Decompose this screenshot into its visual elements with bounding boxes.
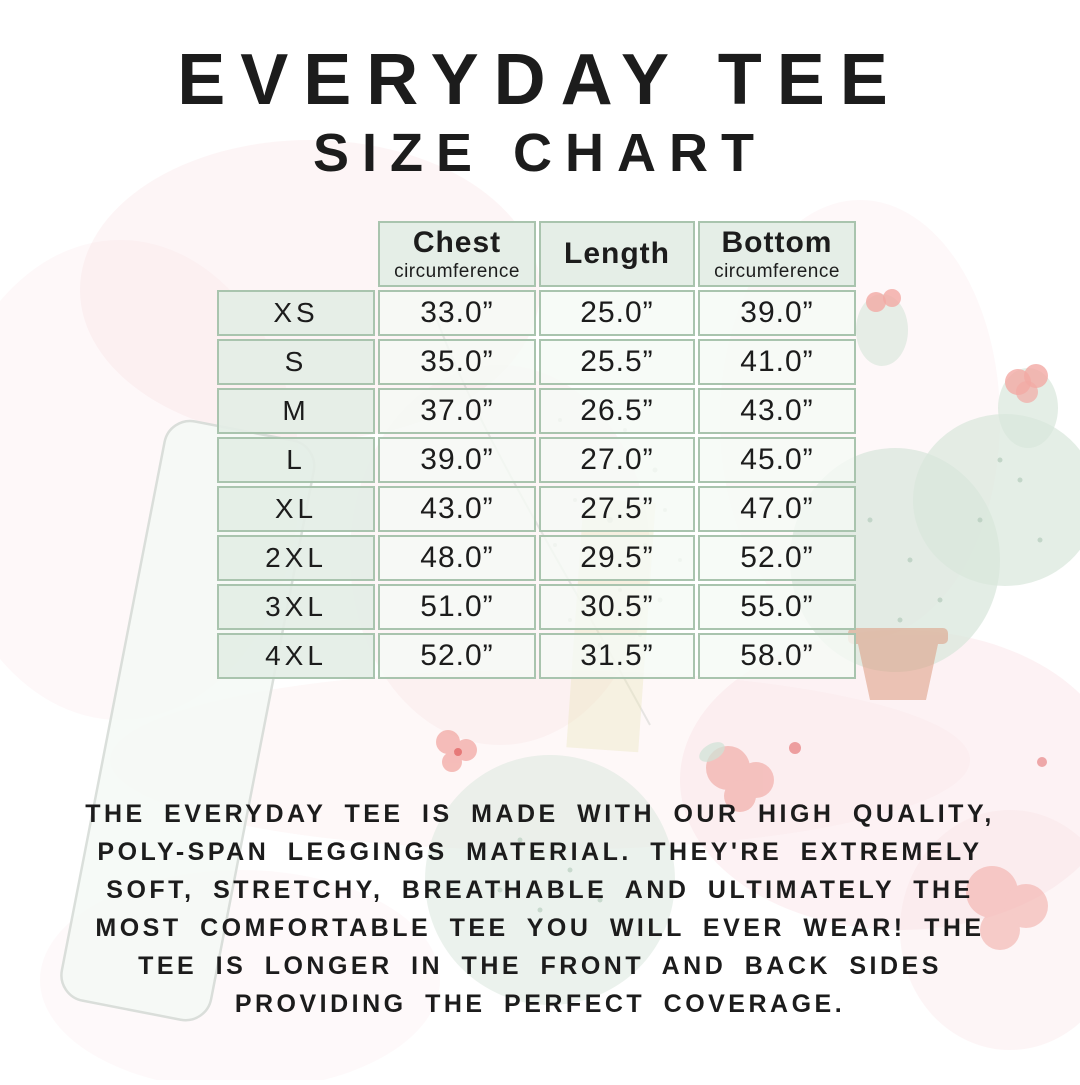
measurement-cell: 47.0” [698,486,856,532]
size-label-cell: M [217,388,375,434]
measurement-cell: 31.5” [539,633,695,679]
size-row: 2XL 48.0” 29.5” 52.0” [217,535,856,581]
measurement-cell: 29.5” [539,535,695,581]
corner-cell [217,221,375,287]
size-label-cell: XL [217,486,375,532]
size-label-cell: L [217,437,375,483]
column-header-label: Bottom [721,225,833,259]
measurement-cell: 33.0” [378,290,536,336]
measurement-cell: 52.0” [378,633,536,679]
cactus-pot-icon [848,628,948,700]
column-header: Bottom circumference [698,221,856,287]
measurement-cell: 25.5” [539,339,695,385]
measurement-cell: 25.0” [539,290,695,336]
measurement-cell: 45.0” [698,437,856,483]
measurement-cell: 52.0” [698,535,856,581]
size-label-cell: S [217,339,375,385]
size-row: XS 33.0” 25.0” 39.0” [217,290,856,336]
column-header-label: Length [564,237,670,270]
cactus-flower-icon [866,289,1048,403]
measurement-cell: 55.0” [698,584,856,630]
measurement-cell: 58.0” [698,633,856,679]
measurement-cell: 39.0” [698,290,856,336]
column-header: Chest circumference [378,221,536,287]
size-table-head-row: Chest circumference Length Bottom circumfere… [217,221,856,287]
size-label-cell: XS [217,290,375,336]
measurement-cell: 37.0” [378,388,536,434]
measurement-cell: 43.0” [698,388,856,434]
measurement-cell: 27.0” [539,437,695,483]
size-label-cell: 4XL [217,633,375,679]
page-title: EVERYDAY TEE [177,40,903,120]
cactus-spots [867,457,1043,623]
size-row: 4XL 52.0” 31.5” 58.0” [217,633,856,679]
size-table-body: XS 33.0” 25.0” 39.0” S 35.0” 25.5” 41.0” M 37.0” 2… [217,290,856,679]
measurement-cell: 27.5” [539,486,695,532]
measurement-cell: 41.0” [698,339,856,385]
column-header-sublabel: circumference [394,260,520,282]
column-header-label: Chest [412,225,502,259]
measurement-cell: 30.5” [539,584,695,630]
measurement-cell: 48.0” [378,535,536,581]
size-row: L 39.0” 27.0” 45.0” [217,437,856,483]
size-label-cell: 3XL [217,584,375,630]
flower-icon [436,730,1048,950]
size-row: 3XL 51.0” 30.5” 55.0” [217,584,856,630]
measurement-cell: 51.0” [378,584,536,630]
size-row: S 35.0” 25.5” 41.0” [217,339,856,385]
size-row: XL 43.0” 27.5” 47.0” [217,486,856,532]
product-description: THE EVERYDAY TEE IS MADE WITH OUR HIGH Q… [85,800,995,1018]
round-cactus-watermark [425,755,675,1005]
measurement-cell: 26.5” [539,388,695,434]
measurement-cell: 35.0” [378,339,536,385]
size-table: Chest circumference Length Bottom circumfere… [214,218,859,682]
column-header-sublabel: circumference [714,260,840,282]
measurement-cell: 43.0” [378,486,536,532]
column-header: Length [539,221,695,287]
measurement-cell: 39.0” [378,437,536,483]
size-row: M 37.0” 26.5” 43.0” [217,388,856,434]
size-label-cell: 2XL [217,535,375,581]
page-header: EVERYDAY TEE SIZE CHART [0,44,1080,180]
page-subtitle: SIZE CHART [313,123,767,183]
